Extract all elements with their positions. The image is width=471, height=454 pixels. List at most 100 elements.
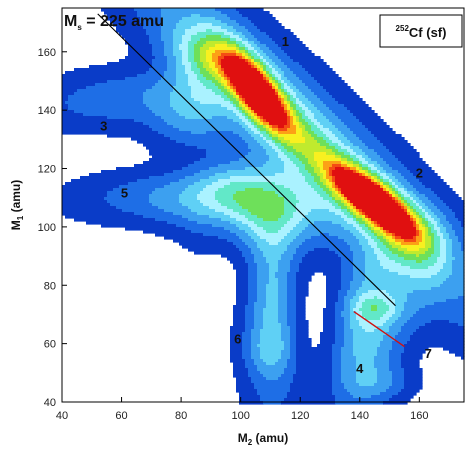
contour-band-cell [422,209,426,213]
contour-band-cell [287,362,297,366]
contour-band-cell [278,317,288,321]
contour-band-cell [305,128,312,132]
contour-band-cell [350,281,363,285]
contour-band-cell [260,356,282,360]
contour-band-cell [233,209,249,213]
contour-band-cell [197,146,249,150]
contour-band-cell [437,194,459,198]
contour-band-cell [332,386,345,390]
contour-band-cell [293,59,324,63]
contour-band-cell [284,107,288,111]
contour-band-cell [389,353,402,357]
contour-band-cell [305,239,345,243]
contour-band-cell [281,215,294,219]
contour-band-cell [326,191,333,195]
contour-band-cell [422,206,429,210]
contour-band-cell [293,257,303,261]
contour-band-cell [242,341,252,345]
contour-band-cell [365,125,390,129]
contour-band-cell [209,206,228,210]
contour-band-cell [245,362,255,366]
contour-band-cell [62,203,111,207]
contour-band-cell [386,146,414,150]
contour-band-cell [281,143,288,147]
contour-band-cell [296,209,312,213]
contour-band-cell [164,119,234,123]
contour-band-cell [224,92,231,96]
contour-band-cell [239,104,243,108]
contour-band-cell [446,245,453,249]
contour-band-cell [290,356,297,360]
contour-band-cell [191,209,216,213]
region-label: 6 [234,332,241,347]
contour-band-cell [404,188,408,192]
contour-band-cell [308,182,318,186]
contour-band-cell [251,110,255,114]
contour-band-cell [299,233,321,237]
contour-band-cell [170,104,222,108]
contour-band-cell [341,287,351,291]
contour-band-cell [134,8,162,12]
contour-band-cell [296,281,309,285]
contour-band-cell [215,17,231,21]
contour-band-cell [416,200,423,204]
contour-band-cell [332,383,345,387]
contour-band-cell [62,197,105,201]
contour-band-cell [362,248,375,252]
contour-band-cell [335,326,345,330]
contour-band-cell [359,170,366,174]
contour-band-cell [359,212,363,216]
contour-band-cell [68,98,144,102]
contour-band-cell [296,203,333,207]
contour-band-cell [383,314,393,318]
contour-band-cell [359,221,366,225]
contour-band-cell [362,140,381,144]
contour-band-cell [263,122,270,126]
contour-band-cell [266,68,273,72]
contour-band-cell [233,110,240,114]
contour-band-cell [407,209,411,213]
contour-band-cell [461,221,465,225]
contour-band-cell [308,251,336,255]
contour-band-cell [248,125,255,129]
contour-band-cell [347,215,354,219]
contour-band-cell [347,293,357,297]
contour-band-cell [263,137,267,141]
contour-band-cell [287,143,321,147]
contour-band-cell [176,140,246,144]
contour-band-cell [278,305,288,309]
contour-band-cell [350,140,363,144]
contour-band-cell [215,44,228,48]
contour-band-cell [278,287,288,291]
contour-band-cell [341,371,357,375]
contour-band-cell [365,260,381,264]
contour-band-cell [353,275,366,279]
contour-band-cell [236,278,249,282]
contour-band-cell [350,305,357,309]
contour-band-cell [287,314,297,318]
contour-band-cell [197,194,216,198]
contour-band-cell [251,212,285,216]
contour-band-cell [350,110,375,114]
contour-band-cell [374,239,381,243]
contour-band-cell [185,29,207,33]
contour-band-cell [287,53,315,57]
contour-band-cell [221,11,240,15]
contour-band-cell [284,341,291,345]
x-tick-label: 120 [291,410,309,422]
contour-band-cell [389,248,399,252]
contour-band-cell [263,254,282,258]
contour-band-cell [437,272,453,276]
contour-band-cell [314,221,333,225]
contour-band-cell [329,167,336,171]
contour-band-cell [290,113,294,117]
contour-band-cell [302,113,306,117]
contour-band-cell [374,179,378,183]
contour-band-cell [341,119,360,123]
contour-band-cell [314,167,321,171]
contour-band-cell [242,353,252,357]
contour-band-cell [242,107,246,111]
contour-band-cell [338,185,381,189]
contour-band-cell [278,296,288,300]
contour-band-cell [296,278,312,282]
